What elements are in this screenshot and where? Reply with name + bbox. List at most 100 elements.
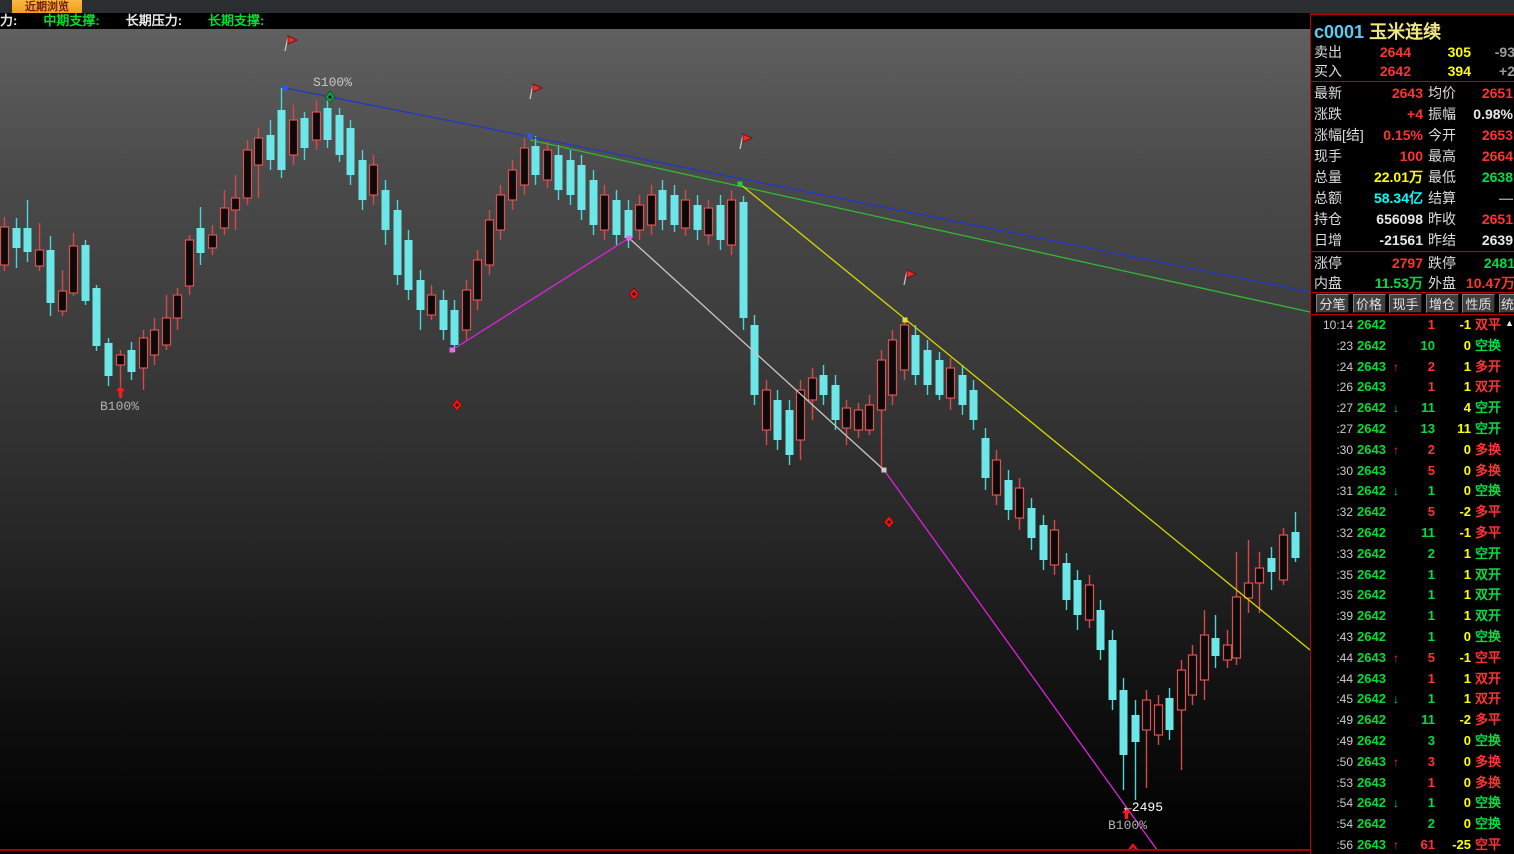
tick-open-interest-change: -1	[1459, 649, 1471, 665]
field-value: 22.01万	[1373, 169, 1423, 185]
tab-4[interactable]: 增仓	[1425, 294, 1459, 313]
tick-row: :24 2643 ↑ 2 1 多开	[1311, 357, 1514, 378]
down-arrow-icon: ↓	[1393, 692, 1399, 707]
tab-5[interactable]: 性质	[1462, 294, 1495, 313]
tick-nature: 多换	[1475, 753, 1502, 769]
tick-row: :53 2643 1 0 多换	[1311, 773, 1514, 794]
tick-price: 2642	[1357, 504, 1386, 520]
tick-time: :32	[1336, 505, 1353, 520]
tick-price: 2643	[1357, 836, 1386, 852]
field-label: 结算	[1428, 190, 1456, 206]
tick-nature: 双开	[1475, 379, 1502, 395]
up-arrow-icon: ↑	[1393, 837, 1399, 852]
tick-volume: 3	[1427, 753, 1435, 769]
field-label: 跌停	[1428, 255, 1456, 271]
ask-extra: -93	[1494, 44, 1514, 60]
tick-open-interest-change: 0	[1463, 483, 1471, 499]
tick-price: 2642	[1357, 608, 1386, 624]
tick-open-interest-change: 4	[1463, 400, 1471, 416]
tick-volume: 11	[1421, 524, 1435, 540]
tab-3[interactable]: 现手	[1389, 294, 1422, 313]
long-support-label: 长期支撑:	[208, 13, 265, 28]
tick-open-interest-change: 1	[1463, 670, 1471, 686]
tick-open-interest-change: 1	[1463, 608, 1471, 624]
tick-nature: 空换	[1475, 337, 1502, 353]
up-arrow-icon: ↑	[1393, 754, 1399, 769]
tick-price: 2642	[1357, 712, 1386, 728]
tick-time: :56	[1336, 837, 1353, 852]
tick-row: :31 2642 ↓ 1 0 空换	[1311, 481, 1514, 502]
field-label: 均价	[1428, 85, 1456, 101]
tick-price: 2643	[1357, 649, 1386, 665]
tick-time: :44	[1336, 650, 1353, 665]
ask-row: 卖出 2644 305 -93	[1313, 42, 1514, 62]
tick-nature: 多换	[1475, 441, 1502, 457]
tab-6[interactable]: 统	[1498, 294, 1514, 313]
tick-time: :50	[1336, 754, 1353, 769]
tick-row: :43 2642 1 0 空换	[1311, 627, 1514, 648]
tick-price: 2642	[1357, 420, 1386, 436]
tick-row: :50 2643 ↑ 3 0 多换	[1311, 752, 1514, 773]
tick-time: :35	[1336, 588, 1353, 603]
svg-text:S100%: S100%	[313, 75, 352, 90]
tick-volume: 2	[1427, 358, 1435, 374]
tick-nature: 空平	[1475, 836, 1502, 852]
tick-row: :54 2642 ↓ 1 0 空换	[1311, 793, 1514, 814]
field-label: 总量	[1314, 169, 1342, 185]
tick-row: :44 2643 ↑ 5 -1 空平	[1311, 648, 1514, 669]
tick-open-interest-change: -1	[1459, 524, 1471, 540]
field-label: 最新	[1314, 85, 1342, 101]
tick-row: :32 2642 11 -1 多平	[1311, 523, 1514, 544]
tick-list: 10:14 2642 1 -1 双平:23 2642 10 0 空换:24 2643 ↑ 2 1 多开:2…	[1311, 315, 1514, 854]
field-value: 11.53万	[1374, 275, 1423, 291]
tick-time: :53	[1336, 775, 1353, 790]
tick-nature: 双平	[1475, 317, 1502, 332]
tick-price: 2642	[1357, 400, 1386, 416]
pressure-label: 力:	[0, 13, 18, 28]
contract-title: c0001 玉米连续	[1314, 18, 1512, 42]
tick-volume: 2	[1427, 816, 1435, 832]
tick-row: :45 2642 ↓ 1 1 双开	[1311, 689, 1514, 710]
tab-2[interactable]: 价格	[1352, 294, 1386, 313]
mid-support-label: 中期支撑:	[43, 13, 100, 28]
svg-text:←2495: ←2495	[1124, 800, 1163, 815]
tick-row: :30 2643 ↑ 2 0 多换	[1311, 440, 1514, 461]
field-value: 2651	[1481, 85, 1513, 101]
field-label: 持仓	[1314, 211, 1342, 227]
quote-grid-row: 现手 100 最高 2664	[1313, 146, 1513, 166]
tick-volume: 5	[1427, 649, 1435, 665]
tick-time: :44	[1336, 671, 1353, 686]
tab-1[interactable]: 分笔	[1316, 294, 1349, 313]
tick-volume: 13	[1420, 420, 1435, 436]
tick-row: :27 2642 13 11 空开	[1311, 419, 1514, 440]
ask-price: 2644	[1379, 44, 1411, 60]
tick-row: :33 2642 2 1 空开	[1311, 544, 1514, 565]
field-value: +4	[1407, 106, 1423, 122]
tick-volume: 1	[1427, 774, 1435, 790]
tick-nature: 空换	[1475, 816, 1502, 832]
tick-open-interest-change: -2	[1459, 712, 1471, 728]
tick-nature: 空开	[1475, 400, 1502, 416]
tick-open-interest-change: 1	[1463, 691, 1471, 707]
tick-volume: 61	[1420, 836, 1435, 852]
tick-row: :30 2643 5 0 多换	[1311, 461, 1514, 482]
recent-browse-tab[interactable]: 近期浏览	[12, 0, 82, 13]
contract-code: c0001	[1314, 22, 1365, 42]
field-value: 100	[1399, 148, 1423, 164]
field-value: -21561	[1379, 232, 1423, 248]
tick-row: :44 2643 1 1 双开	[1311, 669, 1514, 690]
tick-open-interest-change: 0	[1463, 795, 1471, 811]
tick-time: :35	[1336, 567, 1353, 582]
field-value: 2643	[1391, 85, 1423, 101]
tick-volume: 2	[1427, 441, 1435, 457]
inout-row: 内盘 11.53万 外盘 10.47万	[1313, 273, 1514, 293]
tick-open-interest-change: 1	[1463, 545, 1471, 561]
tick-price: 2642	[1357, 628, 1386, 644]
scroll-up-icon[interactable]: ▲	[1505, 318, 1514, 328]
tick-row: :26 2643 1 1 双开	[1311, 377, 1514, 398]
candlestick-chart[interactable]	[0, 29, 1310, 850]
ask-qty: 305	[1447, 44, 1471, 60]
tick-nature: 多平	[1475, 524, 1502, 540]
tick-price: 2643	[1357, 670, 1386, 686]
tick-price: 2642	[1357, 524, 1386, 540]
